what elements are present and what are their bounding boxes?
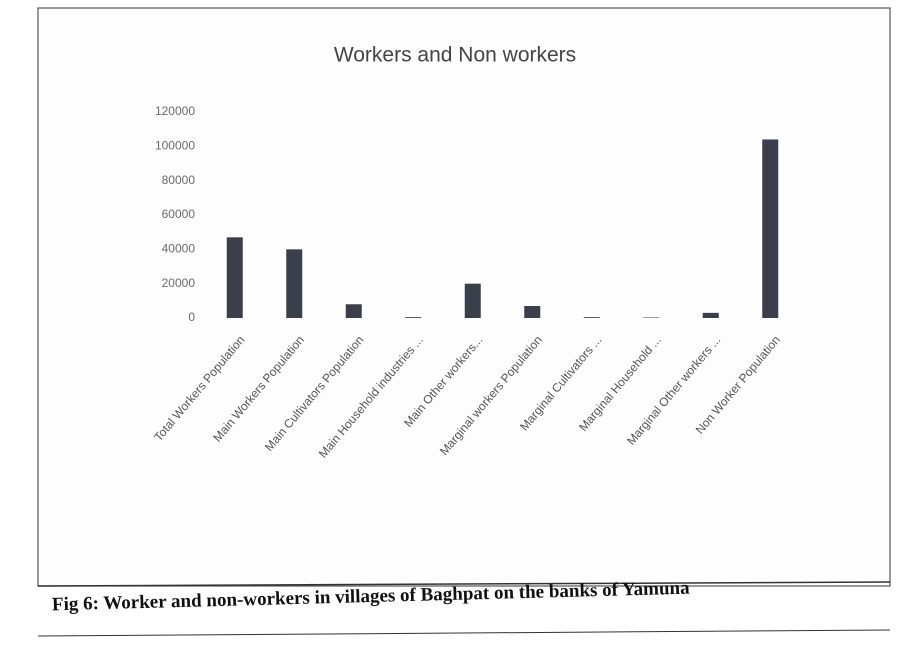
- bar: [583, 317, 600, 318]
- bar: [702, 312, 719, 318]
- y-tick-label: 20000: [162, 276, 196, 290]
- y-tick-label: 40000: [162, 242, 196, 256]
- bar: [464, 283, 481, 318]
- bar: [286, 249, 303, 318]
- caption-rule: [37, 581, 891, 587]
- bar: [643, 317, 660, 318]
- chart-frame: [37, 7, 891, 587]
- bar: [405, 317, 422, 318]
- bar: [524, 305, 541, 318]
- bar: [345, 304, 362, 318]
- y-tick-label: 60000: [162, 207, 196, 221]
- bar: [762, 139, 779, 318]
- y-tick-label: 80000: [162, 173, 196, 187]
- chart-title: Workers and Non workers: [334, 44, 576, 67]
- bar: [226, 237, 243, 318]
- y-tick-label: 0: [188, 310, 195, 324]
- y-tick-label: 120000: [155, 104, 195, 118]
- y-tick-label: 100000: [155, 139, 195, 153]
- caption-bottom-rule: [37, 629, 891, 637]
